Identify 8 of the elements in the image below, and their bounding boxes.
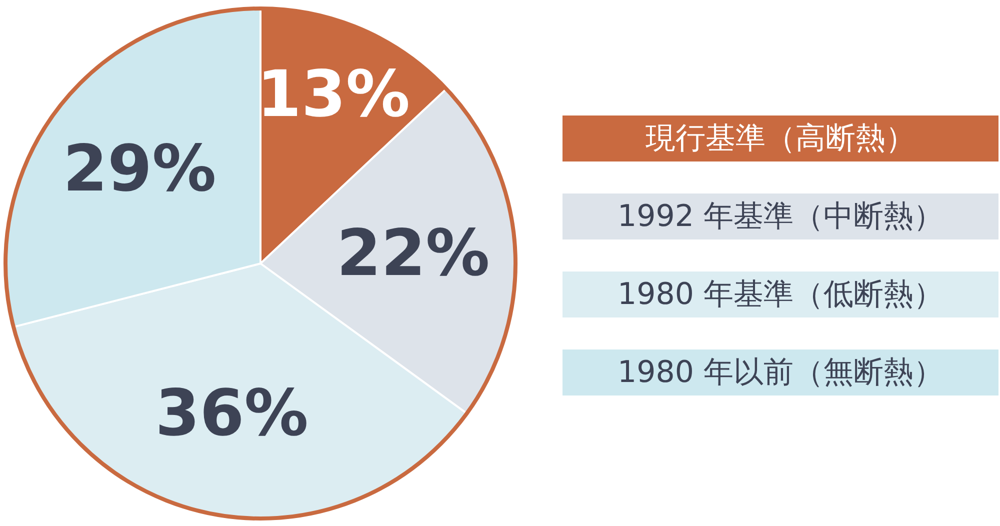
- legend-label: 1992 年基準（中断熱）: [618, 199, 944, 234]
- legend-label: 1980 年基準（低断熱）: [618, 277, 944, 312]
- data-label: 29%: [63, 132, 216, 207]
- data-label: 22%: [336, 216, 490, 291]
- data-label: 13%: [256, 58, 410, 132]
- data-label: 36%: [155, 376, 308, 451]
- legend-label: 1980 年以前（無断熱）: [618, 355, 944, 390]
- legend-label: 現行基準（高断熱）: [646, 121, 916, 156]
